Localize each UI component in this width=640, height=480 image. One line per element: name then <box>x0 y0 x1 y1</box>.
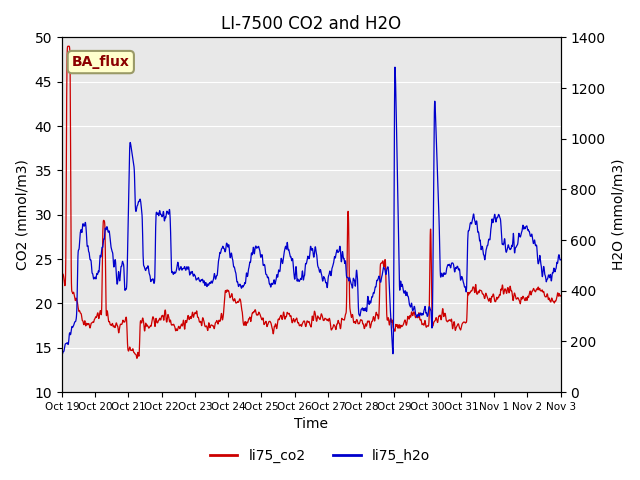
li75_h2o <box>557 257 564 263</box>
li75_h2o <box>490 217 497 223</box>
li75_co2 <box>550 300 557 305</box>
li75_co2 <box>216 318 223 324</box>
li75_co2 <box>58 271 66 277</box>
li75_co2 <box>461 320 469 326</box>
Text: BA_flux: BA_flux <box>72 55 130 69</box>
li75_h2o <box>58 351 66 357</box>
Y-axis label: H2O (mmol/m3): H2O (mmol/m3) <box>611 159 625 270</box>
li75_h2o <box>58 351 66 357</box>
li75_co2 <box>341 313 349 319</box>
Line: li75_h2o: li75_h2o <box>62 67 561 354</box>
li75_co2 <box>490 291 497 297</box>
li75_h2o <box>216 252 223 257</box>
Y-axis label: CO2 (mmol/m3): CO2 (mmol/m3) <box>15 159 29 270</box>
li75_h2o <box>550 265 557 271</box>
Legend: li75_co2, li75_h2o: li75_co2, li75_h2o <box>204 443 436 468</box>
li75_h2o <box>391 64 399 70</box>
X-axis label: Time: Time <box>294 418 328 432</box>
li75_h2o <box>461 284 469 290</box>
li75_h2o <box>341 260 349 266</box>
li75_co2 <box>108 322 116 327</box>
li75_h2o <box>108 248 116 253</box>
li75_co2 <box>557 293 564 299</box>
li75_co2 <box>133 356 141 361</box>
Line: li75_co2: li75_co2 <box>62 46 561 359</box>
li75_co2 <box>65 43 72 49</box>
Title: LI-7500 CO2 and H2O: LI-7500 CO2 and H2O <box>221 15 401 33</box>
